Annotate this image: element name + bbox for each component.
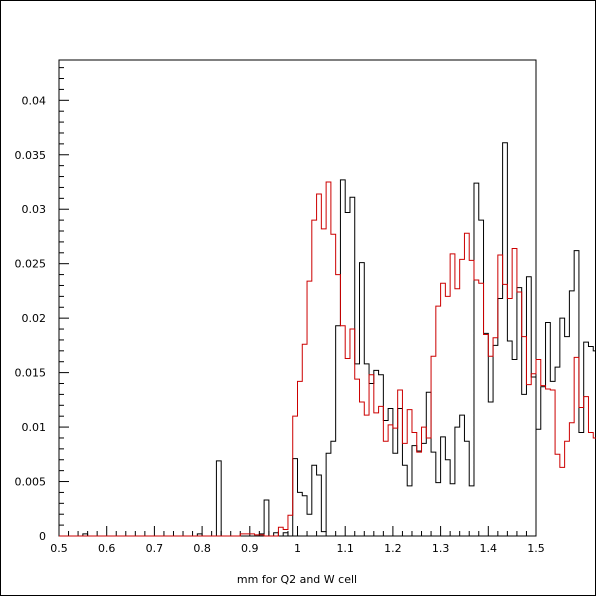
y-tick-label: 0.04 [22,94,47,107]
x-tick-label: 1.5 [527,542,545,555]
y-tick-label: 0.035 [15,149,47,162]
x-tick-label: 0.9 [241,542,259,555]
y-tick-label: 0.01 [22,421,47,434]
plot-area [58,59,537,537]
y-tick-label: 0.015 [15,367,47,380]
y-tick-label: 0.02 [22,312,47,325]
y-tick-label: 0.005 [15,476,47,489]
x-tick-label: 0.5 [50,542,68,555]
x-tick-label: 0.6 [98,542,116,555]
y-tick-label: 0.025 [15,258,47,271]
y-tick-label: 0.03 [22,203,47,216]
x-tick-label: 1.3 [432,542,450,555]
histogram-series-2 [59,181,596,537]
series-layer [59,142,596,537]
y-axis-ticks [59,67,69,537]
y-tick-label: 0 [39,530,46,543]
y-tick-labels: 0 0.005 0.01 0.015 0.02 0.025 0.03 0.035 0.04 [15,94,47,543]
x-axis-title: mm for Q2 and W cell [237,573,357,586]
x-tick-label: 0.8 [193,542,211,555]
x-tick-label: 1.4 [480,542,498,555]
x-tick-labels: 0.5 0.6 0.7 0.8 0.9 1 1.1 1.2 1.3 1.4 1.5 [50,542,545,555]
x-tick-label: 0.7 [146,542,164,555]
x-tick-label: 1.1 [336,542,354,555]
x-tick-label: 1 [294,542,301,555]
x-tick-label: 1.2 [384,542,402,555]
